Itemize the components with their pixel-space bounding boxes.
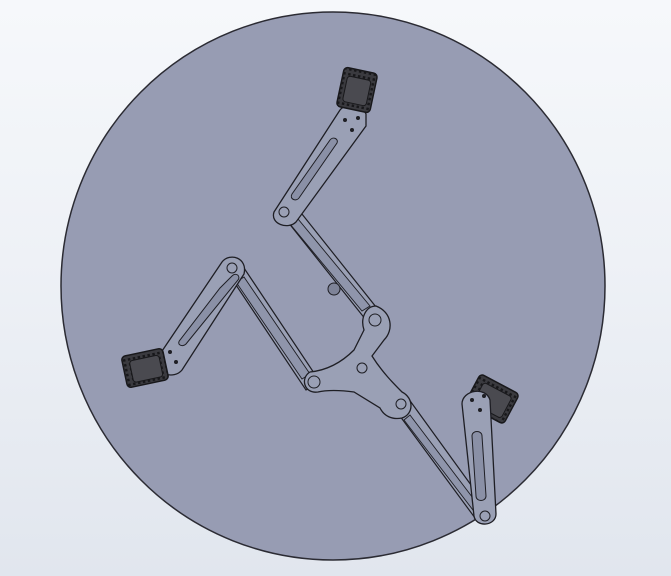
hub-pin-left — [307, 375, 321, 389]
left-gripper-pad[interactable] — [121, 347, 169, 389]
top-arm-elbow-pin — [278, 206, 290, 218]
center-hub[interactable] — [303, 305, 412, 420]
right-arm-end-pin — [479, 510, 491, 522]
right-arm[interactable] — [461, 390, 497, 525]
hub-pin-top — [368, 313, 382, 327]
hub-pin-right — [395, 398, 407, 410]
hub-pin-center — [356, 362, 368, 374]
top-gripper-pad[interactable] — [336, 66, 378, 114]
left-arm-elbow-pin — [226, 262, 238, 274]
center-link-pin — [327, 282, 341, 296]
